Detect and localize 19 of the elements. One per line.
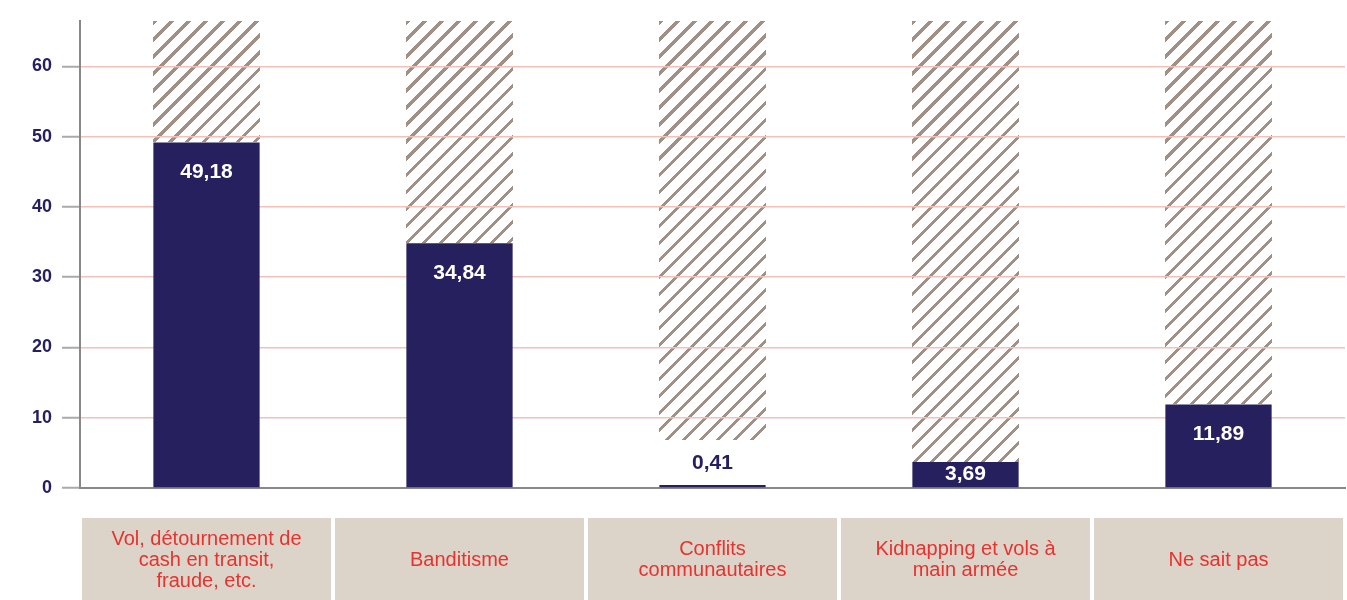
y-tick-label: 20 — [31, 336, 52, 357]
y-tick-label: 10 — [31, 406, 52, 427]
x-tick-label: Vol, détournement de cash en transit, fraude, etc. — [111, 526, 302, 591]
x-tick-label: Conflits communautaires — [638, 537, 787, 581]
data-label: 49,18 — [180, 159, 234, 183]
x-tick-label: Ne sait pas — [1168, 547, 1269, 570]
x-tick-label: Kidnapping et vols à main armée — [875, 537, 1057, 581]
data-label: 0,41 — [692, 449, 734, 473]
x-tick-label: Banditisme — [410, 547, 509, 570]
y-tick-label: 60 — [31, 55, 52, 76]
y-tick-label: 30 — [31, 266, 52, 287]
bar — [1165, 404, 1272, 488]
y-tick-label: 50 — [31, 125, 52, 146]
y-tick-label: 0 — [41, 476, 52, 497]
y-tick-label: 40 — [31, 195, 52, 216]
data-label: 3,69 — [945, 461, 986, 485]
data-label: 34,84 — [433, 260, 487, 284]
data-label: 11,89 — [1192, 421, 1245, 445]
bar — [659, 485, 766, 488]
